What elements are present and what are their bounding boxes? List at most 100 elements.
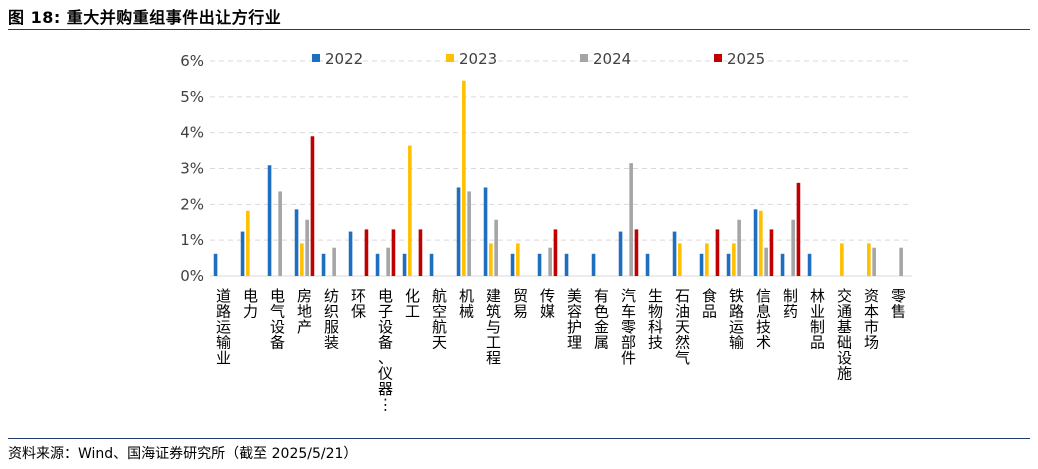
y-axis: 0% 1% 2% 3% 4% 5% 6%: [180, 52, 912, 285]
bar-2022-22: [807, 253, 812, 276]
category-label: 航空航天: [432, 287, 447, 352]
legend-label-2022: 2022: [325, 50, 363, 68]
y-tick-label: 0%: [180, 267, 204, 285]
legend-label-2025: 2025: [727, 50, 765, 68]
bar-2025-18: [715, 229, 720, 276]
legend-swatch-2022: [312, 54, 320, 62]
bar-2022-9: [456, 187, 461, 276]
bar-2022-15: [618, 231, 623, 276]
bar-2022-5: [348, 231, 353, 276]
bar-2022-21: [780, 253, 785, 276]
bar-2022-7: [402, 253, 407, 276]
y-tick-label: 1%: [180, 231, 204, 249]
bar-2024-6: [386, 247, 390, 276]
title-divider: [8, 29, 1030, 30]
category-label: 食品: [702, 287, 717, 321]
bar-2023-17: [678, 243, 682, 276]
y-tick-label: 4%: [180, 124, 204, 142]
bar-2024-2: [278, 191, 282, 276]
bar-2023-11: [516, 243, 520, 276]
category-label: 电气设备: [270, 287, 285, 352]
category-label: 电力: [243, 287, 258, 321]
bar-2022-4: [321, 253, 326, 276]
bar-2025-3: [310, 136, 315, 276]
category-label: 建筑与工程: [486, 287, 501, 367]
bar-2023-10: [489, 243, 493, 276]
bar-2022-17: [672, 231, 677, 276]
legend-swatch-2025: [714, 54, 722, 62]
category-label: 交通基础设施: [837, 287, 852, 383]
bar-2023-1: [246, 210, 250, 276]
figure-title: 图 18: 重大并购重组事件出让方行业: [8, 8, 282, 27]
bar-2025-12: [553, 229, 558, 276]
gridlines: [210, 60, 912, 241]
bar-2024-19: [737, 219, 741, 276]
y-tick-label: 3%: [180, 160, 204, 178]
bars: [213, 80, 903, 276]
bar-2025-7: [418, 229, 423, 276]
bar-2024-25: [899, 247, 903, 276]
category-label: 林业制品: [810, 287, 825, 352]
bar-2022-20: [753, 209, 758, 276]
bar-2024-3: [305, 219, 309, 276]
bar-2023-20: [759, 210, 763, 276]
bar-2023-19: [732, 243, 736, 276]
y-tick-label: 6%: [180, 52, 204, 70]
bar-2024-15: [629, 163, 633, 276]
legend-label-2023: 2023: [459, 50, 497, 68]
bar-2024-21: [791, 219, 795, 276]
bar-2022-19: [726, 253, 731, 276]
bar-2025-15: [634, 229, 639, 276]
bar-2023-24: [867, 243, 871, 276]
bar-2023-7: [408, 145, 412, 276]
bar-2023-3: [300, 243, 304, 276]
category-label: 零售: [891, 287, 906, 321]
category-label: 制药: [783, 287, 798, 321]
category-label: 石油天然气: [675, 287, 690, 367]
bar-2022-6: [375, 253, 380, 276]
bar-2022-10: [483, 187, 488, 276]
category-label: 房地产: [297, 287, 312, 336]
y-tick-label: 2%: [180, 195, 204, 213]
legend-swatch-2024: [580, 54, 588, 62]
legend: 2022 2023 2024 2025: [312, 50, 765, 68]
category-label: 传媒: [540, 287, 555, 321]
bar-2022-16: [645, 253, 650, 276]
bar-2023-9: [462, 80, 466, 276]
bar-2022-3: [294, 209, 299, 276]
source-divider: [8, 438, 1030, 439]
bar-2023-18: [705, 243, 709, 276]
y-tick-label: 5%: [180, 88, 204, 106]
bar-2022-0: [213, 253, 218, 276]
bar-2025-6: [391, 229, 396, 276]
category-label: 美容护理: [567, 287, 582, 352]
bar-2022-13: [564, 253, 569, 276]
bar-2022-14: [591, 253, 596, 276]
bar-2025-20: [769, 229, 774, 276]
bar-2024-24: [872, 247, 876, 276]
category-label: 信息技术: [756, 287, 771, 352]
category-label: 化工: [405, 287, 420, 321]
bar-2024-20: [764, 247, 768, 276]
category-label: 铁路运输: [729, 287, 744, 352]
bar-2023-23: [840, 243, 844, 276]
bar-2025-21: [796, 182, 801, 276]
category-label: 汽车零部件: [621, 287, 636, 367]
category-label: 有色金属: [594, 287, 609, 352]
legend-label-2024: 2024: [593, 50, 631, 68]
bar-2022-11: [510, 253, 515, 276]
bar-chart: 0% 1% 2% 3% 4% 5% 6% 道路运输业电力电气设备房地产纺织服装环保电子设备、…: [180, 50, 912, 414]
bar-2025-5: [364, 229, 369, 276]
category-label: 资本市场: [864, 287, 879, 352]
category-label: 贸易: [513, 287, 528, 321]
bar-2024-4: [332, 247, 336, 276]
bar-2022-12: [537, 253, 542, 276]
category-label: 电子设备、仪器⋮: [378, 287, 393, 414]
bar-2024-10: [494, 219, 498, 276]
category-label: 环保: [351, 287, 366, 321]
category-label: 道路运输业: [216, 287, 231, 367]
source-note: 资料来源：Wind、国海证券研究所（截至 2025/5/21）: [8, 446, 358, 462]
category-label: 生物科技: [648, 287, 663, 352]
category-label: 纺织服装: [324, 287, 339, 352]
